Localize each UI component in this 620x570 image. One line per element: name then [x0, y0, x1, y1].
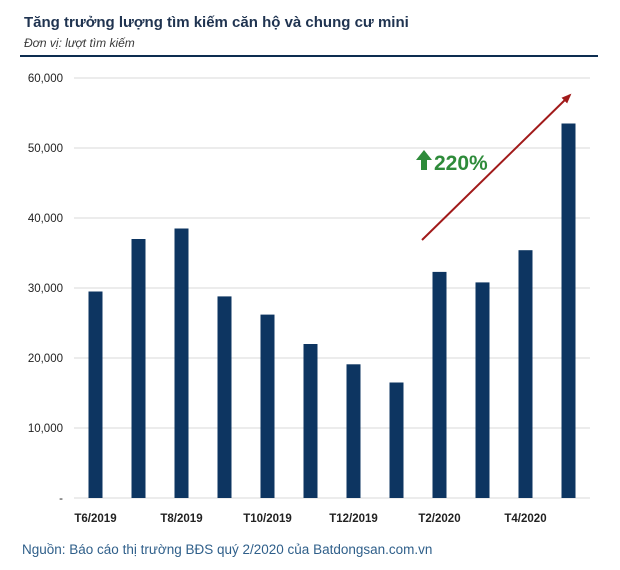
bar-T8/2019 — [174, 228, 189, 498]
bar-T10/2019 — [260, 314, 275, 498]
bar-T2/2020 — [432, 271, 447, 498]
chart-title: Tăng trưởng lượng tìm kiếm căn hộ và chu… — [24, 14, 409, 31]
y-axis: - 10,000 20,000 30,000 40,000 50,000 60,000 — [28, 73, 63, 505]
y-tick-label: 40,000 — [28, 213, 63, 225]
x-tick-label: T6/2019 — [74, 513, 116, 525]
arrow-up-icon — [416, 150, 432, 170]
bar-T5/2020 — [561, 123, 576, 498]
growth-trend-arrow — [421, 93, 572, 241]
y-tick-label: 30,000 — [28, 283, 63, 295]
y-tick-label: - — [59, 493, 63, 505]
x-tick-label: T12/2019 — [329, 513, 378, 525]
chart-subtitle: Đơn vị: lượt tìm kiếm — [24, 36, 135, 50]
title-divider — [20, 55, 598, 57]
bar-T1/2020 — [389, 382, 404, 498]
growth-percentage: 220% — [434, 152, 488, 175]
bar-T9/2019 — [217, 296, 232, 498]
x-tick-label: T8/2019 — [160, 513, 202, 525]
x-axis: T6/2019 T8/2019 T10/2019 T12/2019 T2/2020 T4/… — [74, 513, 546, 525]
gridlines — [74, 77, 590, 499]
y-tick-label: 10,000 — [28, 423, 63, 435]
x-tick-label: T2/2020 — [418, 513, 460, 525]
bar-T7/2019 — [131, 239, 146, 498]
bar-T11/2019 — [303, 344, 318, 498]
growth-annotation: 220% — [416, 150, 488, 175]
bars — [88, 123, 576, 498]
bar-T12/2019 — [346, 364, 361, 498]
x-tick-label: T10/2019 — [243, 513, 292, 525]
source-note: Nguồn: Báo cáo thị trường BĐS quý 2/2020… — [22, 542, 433, 557]
x-tick-label: T4/2020 — [504, 513, 546, 525]
bar-T4/2020 — [518, 250, 533, 498]
y-tick-label: 50,000 — [28, 143, 63, 155]
bar-T6/2019 — [88, 291, 103, 498]
y-tick-label: 20,000 — [28, 353, 63, 365]
y-tick-label: 60,000 — [28, 73, 63, 85]
bar-T3/2020 — [475, 282, 490, 498]
